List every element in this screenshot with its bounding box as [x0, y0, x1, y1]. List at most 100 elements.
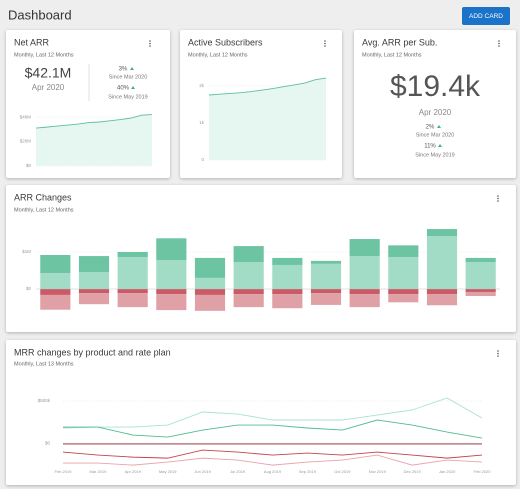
bar-segment — [156, 260, 187, 289]
card-title: MRR changes by product and rate plan — [14, 347, 171, 357]
x-tick-label: Oct 2019 — [334, 469, 351, 474]
button-label[interactable]: ADD CARD — [469, 13, 503, 20]
bar-segment — [194, 257, 226, 278]
card-title: Active Subscribers — [188, 37, 263, 47]
card-subtitle: Monthly, Last 12 Months — [14, 52, 74, 58]
add-card-button[interactable]: ADD CARD — [462, 7, 510, 25]
x-tick-label: Dec 2019 — [404, 469, 422, 474]
bar-segment — [465, 257, 496, 262]
y-tick-label: $40M — [20, 114, 32, 119]
bar-segment — [310, 260, 342, 264]
bar-segment — [388, 257, 419, 289]
bar-segment — [310, 293, 342, 305]
bar-segment — [465, 261, 496, 289]
button-bg[interactable] — [462, 7, 510, 25]
card-title: Avg. ARR per Sub. — [362, 37, 437, 47]
bar-segment — [388, 294, 419, 303]
card — [354, 30, 516, 178]
bar-segment — [310, 289, 342, 294]
area-line — [208, 77, 327, 96]
bar-segment — [40, 273, 71, 289]
card-subtitle: Monthly, Last 13 Months — [14, 361, 74, 367]
bar-segment — [40, 289, 71, 295]
card-subtitle: Monthly, Last 12 Months — [14, 207, 74, 213]
kpi-period: Apr 2020 — [419, 108, 452, 117]
series-line — [62, 449, 483, 459]
bar-segment — [117, 289, 148, 294]
up-arrow — [131, 86, 135, 89]
change-since: Since Mar 2020 — [109, 74, 148, 80]
bar-segment — [272, 257, 303, 265]
x-tick-label: Feb 2019 — [55, 469, 73, 474]
bar-segment — [40, 294, 71, 310]
x-tick-label: Nov 2019 — [369, 469, 387, 474]
bar-segment — [465, 289, 496, 292]
bar-segment — [40, 254, 71, 274]
area-fill — [209, 78, 326, 160]
menu-icon[interactable] — [149, 40, 151, 47]
bar-segment — [272, 264, 303, 289]
card — [6, 340, 516, 485]
bar-segment — [426, 294, 458, 306]
y-tick-label: $500k — [38, 398, 51, 403]
bar-segment — [233, 294, 264, 308]
bar-segment — [233, 261, 264, 289]
x-tick-label: Jan 2020 — [439, 469, 456, 474]
change-since: Since May 2019 — [108, 94, 147, 100]
y-tick-label: $0 — [26, 286, 32, 291]
menu-icon[interactable] — [497, 195, 499, 202]
menu-icon[interactable] — [497, 350, 499, 357]
card-title: Net ARR — [14, 37, 50, 47]
bar-segment — [156, 238, 187, 261]
x-tick-label: Jul 2019 — [230, 469, 246, 474]
change-value: 40% — [117, 86, 130, 92]
menu-icon[interactable] — [498, 40, 500, 47]
change-value: 2% — [426, 125, 435, 131]
bar-segment — [465, 291, 496, 297]
change-since: Since May 2019 — [415, 152, 454, 158]
y-tick-label: $0 — [45, 440, 51, 445]
bar-segment — [310, 263, 342, 289]
bar-segment — [426, 289, 458, 295]
x-tick-label: Jun 2019 — [194, 469, 211, 474]
card-subtitle: Monthly, Last 12 Months — [362, 52, 422, 58]
x-tick-label: Feb 2020 — [474, 469, 492, 474]
bar-segment — [388, 245, 419, 258]
bar-segment — [78, 271, 110, 289]
kpi-value: $42.1M — [25, 65, 72, 81]
series-line — [63, 454, 483, 466]
bar-segment — [349, 256, 380, 289]
y-tick-label: $0 — [26, 163, 32, 168]
bar-segment — [156, 289, 187, 295]
bar-segment — [272, 289, 303, 295]
card-title: ARR Changes — [14, 192, 72, 202]
x-tick-label: Apr 2019 — [125, 469, 142, 474]
change-value: 3% — [119, 67, 128, 73]
bar-segment — [349, 294, 380, 308]
bar-segment — [194, 294, 226, 311]
x-tick-label: Mar 2019 — [89, 469, 107, 474]
menu-icon[interactable] — [324, 40, 326, 47]
area-line — [35, 114, 153, 129]
bar-segment — [272, 294, 303, 309]
y-tick-label: 1k — [199, 120, 205, 125]
bar-segment — [78, 293, 110, 305]
bar-segment — [349, 239, 380, 257]
up-arrow — [130, 67, 134, 70]
y-tick-label: 2k — [199, 83, 205, 88]
area-fill — [36, 114, 152, 166]
bar-segment — [388, 289, 419, 295]
bar-segment — [194, 277, 226, 289]
up-arrow — [438, 144, 442, 147]
bar-segment — [156, 294, 187, 311]
bar-segment — [117, 293, 148, 308]
x-tick-label: Sep 2019 — [299, 469, 317, 474]
up-arrow — [437, 125, 441, 128]
bar-segment — [349, 289, 380, 295]
card-subtitle: Monthly, Last 12 Months — [188, 52, 248, 58]
page-title: Dashboard — [8, 7, 72, 22]
x-tick-label: Aug 2019 — [264, 469, 282, 474]
y-tick-label: $1M — [22, 249, 31, 254]
